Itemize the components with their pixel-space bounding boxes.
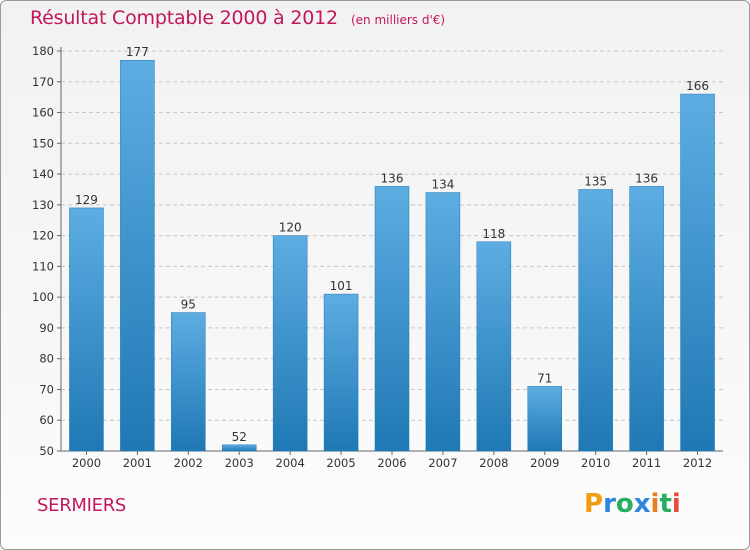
bar: [272, 235, 308, 452]
y-tick-label: 160: [32, 106, 54, 120]
data-label: 136: [381, 171, 404, 185]
x-tick-label: 2005: [326, 456, 355, 470]
y-tick-label: 150: [32, 136, 54, 150]
bar: [527, 386, 563, 452]
x-tick-label: 2006: [377, 456, 406, 470]
bar: [323, 293, 359, 452]
logo-letter: i: [650, 489, 660, 519]
x-tick-label: 2010: [581, 456, 610, 470]
bar: [425, 192, 461, 452]
bar: [476, 241, 512, 452]
data-label: 166: [686, 79, 709, 93]
data-label: 118: [482, 227, 505, 241]
bar: [374, 186, 410, 452]
bar: [171, 312, 206, 452]
data-label: 136: [635, 171, 658, 185]
bar: [120, 59, 155, 452]
x-tick-label: 2004: [276, 456, 305, 470]
bars: [69, 59, 715, 452]
data-label: 95: [181, 298, 196, 312]
x-tick-label: 2000: [72, 456, 101, 470]
chart-subtitle: (en milliers d'€): [350, 13, 446, 27]
y-tick-label: 80: [39, 352, 54, 366]
bar: [680, 93, 715, 452]
data-label: 71: [537, 371, 552, 385]
logo-letter: i: [671, 489, 681, 519]
data-label: 134: [431, 178, 454, 192]
place-name: SERMIERS: [37, 495, 127, 516]
chart-title: Résultat Comptable 2000 à 2012: [30, 7, 338, 29]
bar: [221, 444, 257, 452]
x-tick-label: 2008: [479, 456, 508, 470]
x-tick-label: 2002: [174, 456, 203, 470]
x-tick-label: 2001: [123, 456, 152, 470]
y-tick-label: 110: [32, 259, 54, 273]
bar: [578, 189, 613, 452]
y-tick-label: 70: [39, 382, 54, 396]
title-row: Résultat Comptable 2000 à 2012 (en milli…: [30, 7, 445, 29]
bar: [629, 186, 664, 452]
x-tick-label: 2009: [530, 456, 559, 470]
data-label: 177: [126, 45, 149, 59]
y-tick-label: 100: [32, 290, 54, 304]
logo-letter: o: [615, 489, 634, 519]
logo-letter: P: [584, 489, 604, 519]
bar: [69, 207, 104, 452]
data-label: 101: [330, 279, 353, 293]
y-tick-label: 170: [32, 75, 54, 89]
logo-letter: t: [659, 489, 672, 519]
data-label: 52: [232, 430, 247, 444]
y-tick-label: 50: [39, 444, 54, 458]
x-tick-label: 2012: [683, 456, 712, 470]
y-tick-label: 60: [39, 413, 54, 427]
x-tick-label: 2011: [632, 456, 661, 470]
data-label: 135: [584, 174, 607, 188]
logo-letter: r: [603, 489, 616, 519]
data-label: 120: [279, 221, 302, 235]
y-tick-label: 140: [32, 167, 54, 181]
y-tick-label: 180: [32, 44, 54, 58]
y-tick-label: 90: [39, 321, 54, 335]
logo-letter: x: [633, 489, 651, 519]
data-label: 129: [75, 193, 98, 207]
y-tick-label: 120: [32, 229, 54, 243]
proxiti-logo[interactable]: Proxiti: [584, 489, 681, 519]
labels: 50 60 70 80 90 100 110 120 130 140 150 160 170 180 129…: [32, 44, 712, 470]
x-tick-label: 2007: [428, 456, 457, 470]
y-tick-label: 130: [32, 198, 54, 212]
x-tick-label: 2003: [225, 456, 254, 470]
